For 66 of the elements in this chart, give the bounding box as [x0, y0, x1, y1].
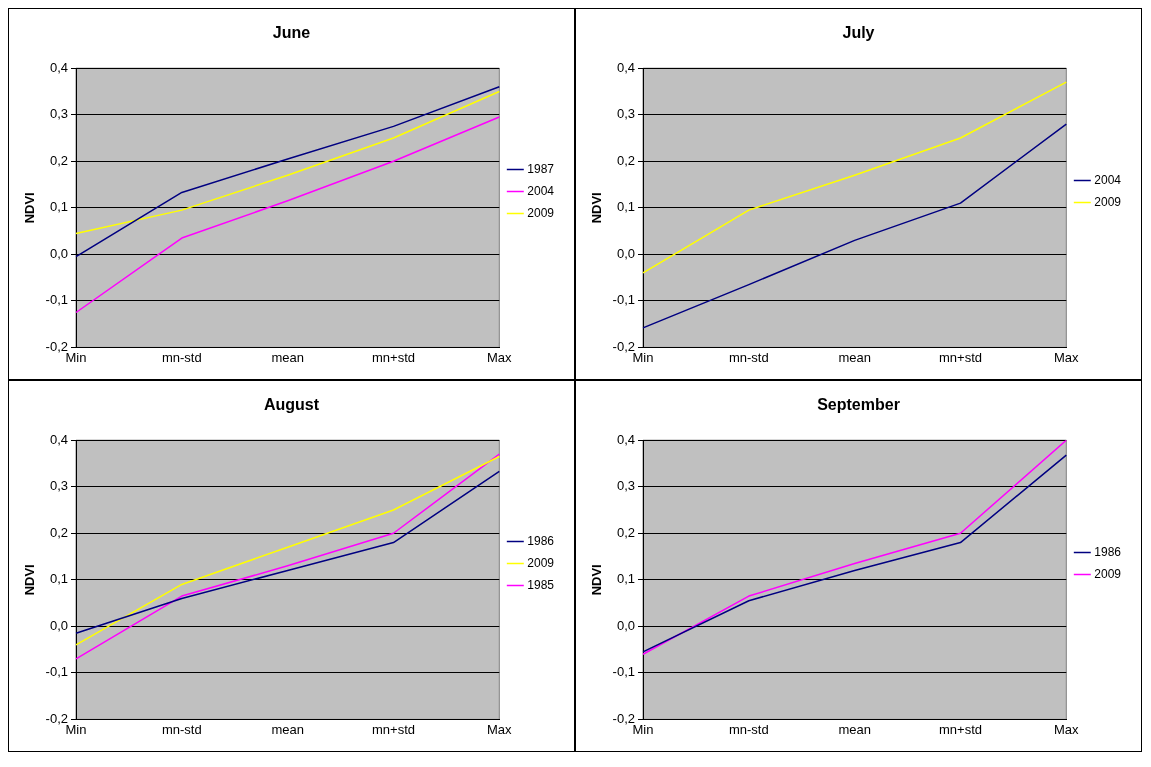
- y-axis-title: NDVI: [22, 192, 38, 224]
- chart-title: June: [272, 24, 311, 42]
- y-axis-title: NDVI: [22, 564, 38, 596]
- legend-label: 2009: [527, 205, 555, 220]
- x-tick-label: Min: [632, 349, 654, 365]
- x-tick-label: mn-std: [161, 349, 202, 365]
- y-tick-label: -0,2: [612, 710, 635, 726]
- y-tick-label: 0,0: [616, 245, 635, 261]
- legend-label: 1987: [527, 161, 555, 176]
- y-tick-label: 0,4: [616, 431, 635, 447]
- y-tick-label: -0,2: [45, 338, 68, 354]
- x-tick-label: Min: [65, 349, 87, 365]
- y-tick-label: -0,1: [45, 664, 68, 680]
- chart-title: August: [263, 396, 320, 414]
- x-tick-label: mn+std: [371, 349, 415, 365]
- y-tick-label: 0,4: [49, 59, 68, 75]
- legend-label: 2004: [527, 183, 555, 198]
- x-tick-label: Max: [1054, 721, 1080, 737]
- y-tick-label: 0,2: [616, 152, 635, 168]
- y-tick-label: 0,3: [49, 478, 68, 494]
- legend-label: 1986: [1094, 544, 1122, 559]
- x-tick-label: mean: [271, 349, 304, 365]
- y-tick-label: -0,2: [612, 338, 635, 354]
- legend-label: 1986: [527, 533, 555, 548]
- y-tick-label: 0,1: [49, 199, 68, 215]
- y-tick-label: 0,2: [49, 524, 68, 540]
- y-tick-label: -0,2: [45, 710, 68, 726]
- x-tick-label: mn+std: [371, 721, 415, 737]
- x-tick-label: Max: [487, 349, 513, 365]
- y-tick-label: -0,1: [45, 292, 68, 308]
- legend-label: 2004: [1094, 172, 1122, 187]
- y-axis-title: NDVI: [589, 564, 605, 596]
- x-tick-label: Max: [487, 721, 513, 737]
- legend-label: 2009: [527, 555, 555, 570]
- y-tick-label: 0,1: [616, 571, 635, 587]
- y-tick-label: 0,1: [616, 199, 635, 215]
- x-tick-label: mean: [838, 721, 871, 737]
- x-tick-label: Min: [65, 721, 87, 737]
- y-tick-label: 0,0: [49, 617, 68, 633]
- legend-label: 2009: [1094, 566, 1122, 581]
- y-tick-label: 0,3: [616, 106, 635, 122]
- chart-title: July: [842, 24, 875, 42]
- x-tick-label: mn+std: [938, 349, 982, 365]
- chart-title: September: [817, 396, 900, 414]
- y-tick-label: -0,1: [612, 664, 635, 680]
- x-tick-label: mn-std: [161, 721, 202, 737]
- x-tick-label: mn+std: [938, 721, 982, 737]
- x-tick-label: mean: [838, 349, 871, 365]
- y-tick-label: 0,0: [616, 617, 635, 633]
- y-tick-label: 0,3: [49, 106, 68, 122]
- y-tick-label: 0,1: [49, 571, 68, 587]
- y-tick-label: 0,0: [49, 245, 68, 261]
- y-tick-label: 0,2: [616, 524, 635, 540]
- x-tick-label: mean: [271, 721, 304, 737]
- y-tick-label: 0,4: [49, 431, 68, 447]
- legend-label: 1985: [527, 577, 555, 592]
- x-tick-label: Max: [1054, 349, 1080, 365]
- x-tick-label: mn-std: [728, 721, 769, 737]
- legend-label: 2009: [1094, 194, 1122, 209]
- y-tick-label: 0,3: [616, 478, 635, 494]
- x-tick-label: mn-std: [728, 349, 769, 365]
- y-tick-label: 0,2: [49, 152, 68, 168]
- y-tick-label: 0,4: [616, 59, 635, 75]
- x-tick-label: Min: [632, 721, 654, 737]
- y-axis-title: NDVI: [589, 192, 605, 224]
- y-tick-label: -0,1: [612, 292, 635, 308]
